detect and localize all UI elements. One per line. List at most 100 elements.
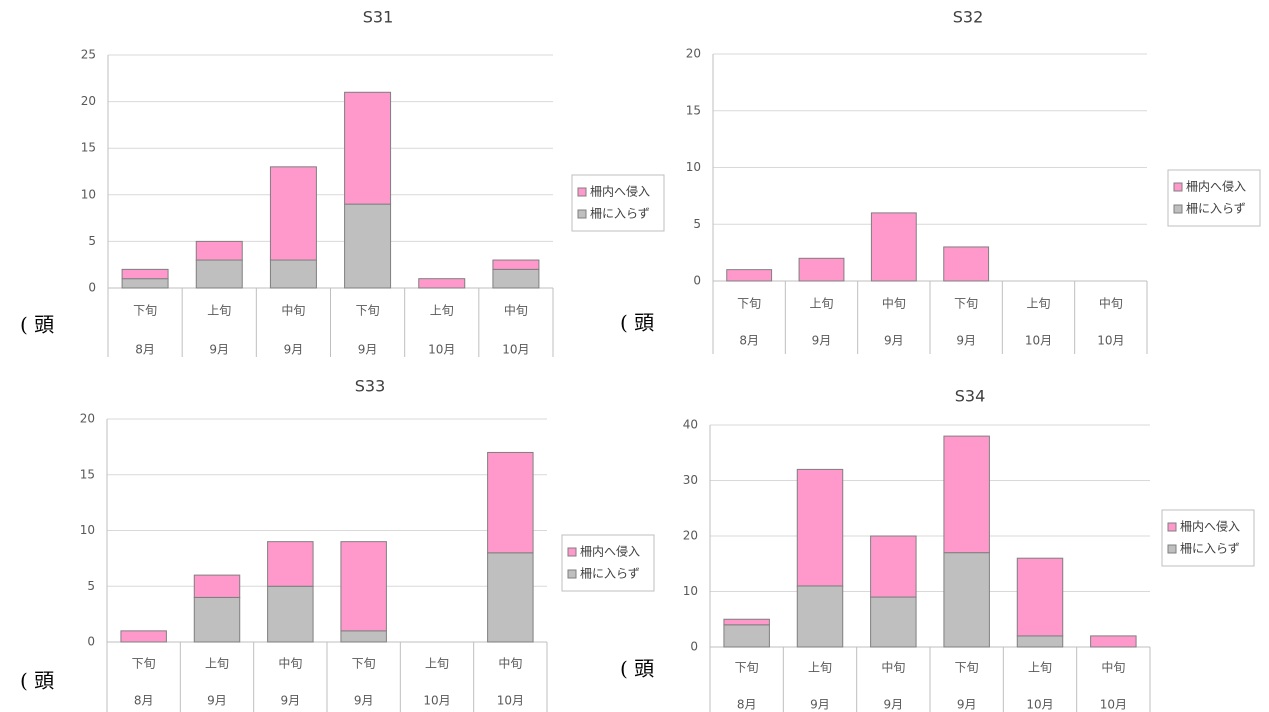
x-group-label: 8月 — [739, 334, 759, 348]
x-tick-label: 下旬 — [954, 297, 978, 311]
x-group-label: 8月 — [135, 343, 155, 357]
y-tick-label: 20 — [81, 94, 96, 108]
bar — [344, 203, 392, 289]
bar — [723, 624, 770, 648]
bar — [796, 585, 844, 648]
bar — [121, 278, 169, 289]
bar — [796, 468, 844, 587]
bar — [487, 451, 534, 554]
x-group-label: 9月 — [358, 343, 378, 357]
x-group-label: 8月 — [134, 694, 154, 708]
x-tick-label: 下旬 — [737, 297, 761, 311]
legend-label: 柵に入らず — [1180, 542, 1240, 556]
x-tick-label: 上旬 — [207, 304, 231, 318]
bar — [344, 91, 392, 205]
bar — [487, 552, 534, 643]
x-group-label: 10月 — [502, 343, 529, 357]
y-tick-label: 20 — [80, 412, 95, 426]
legend-swatch — [1173, 182, 1183, 192]
legend-swatch — [1167, 522, 1177, 532]
bar — [492, 268, 540, 289]
bar — [269, 259, 317, 289]
x-group-label: 9月 — [281, 694, 301, 708]
chart-title: S34 — [955, 387, 986, 406]
x-tick-label: 中旬 — [881, 660, 905, 675]
y-tick-label: 0 — [88, 281, 96, 295]
x-tick-label: 下旬 — [356, 304, 380, 318]
bar — [943, 552, 990, 648]
bar — [193, 574, 241, 598]
bar — [943, 435, 990, 554]
x-tick-label: 上旬 — [1026, 297, 1050, 311]
x-tick-label: 中旬 — [882, 296, 906, 311]
bar — [1090, 635, 1137, 648]
bar — [870, 596, 917, 648]
y-tick-label: 0 — [87, 635, 95, 649]
x-tick-label: 下旬 — [133, 304, 157, 318]
bar — [269, 166, 317, 261]
x-tick-label: 上旬 — [430, 304, 454, 318]
y-tick-label: 40 — [683, 418, 698, 432]
x-group-label: 9月 — [284, 343, 304, 357]
bar — [195, 259, 243, 289]
y-axis-label: ( 頭 — [20, 313, 54, 337]
bar — [723, 618, 770, 626]
bar — [1016, 635, 1064, 648]
bar — [340, 541, 387, 632]
x-tick-label: 上旬 — [808, 661, 832, 675]
y-axis-label: ( 頭 — [620, 311, 654, 335]
bar — [870, 212, 917, 282]
bar — [1016, 557, 1064, 637]
legend-swatch — [567, 569, 577, 579]
y-axis-label: ( 頭 — [20, 669, 54, 693]
bar — [340, 630, 387, 643]
y-tick-label: 5 — [88, 234, 96, 248]
y-tick-label: 0 — [693, 274, 701, 288]
legend-swatch — [577, 187, 587, 197]
y-tick-label: 5 — [693, 217, 701, 231]
bar — [798, 257, 845, 282]
bar — [726, 269, 773, 282]
legend-label: 柵に入らず — [590, 207, 650, 221]
x-group-label: 9月 — [812, 334, 832, 348]
x-group-label: 9月 — [209, 343, 229, 357]
x-group-label: 10月 — [423, 694, 450, 708]
x-group-label: 10月 — [497, 694, 524, 708]
bar — [870, 535, 917, 598]
x-tick-label: 中旬 — [498, 656, 522, 671]
x-group-label: 10月 — [1025, 334, 1052, 348]
legend-box — [571, 174, 665, 232]
y-tick-label: 20 — [686, 47, 701, 61]
y-tick-label: 15 — [80, 467, 95, 481]
chart-title: S33 — [355, 377, 386, 396]
bar — [193, 596, 241, 643]
x-group-label: 9月 — [207, 694, 227, 708]
legend-label: 柵内へ侵入 — [590, 184, 650, 199]
x-group-label: 9月 — [810, 698, 830, 712]
x-group-label: 9月 — [884, 334, 904, 348]
bar — [418, 278, 466, 289]
x-group-label: 10月 — [428, 343, 455, 357]
chart-title: S32 — [953, 8, 984, 27]
x-group-label: 10月 — [1100, 698, 1127, 712]
y-tick-label: 0 — [690, 640, 698, 654]
x-group-label: 10月 — [1097, 334, 1124, 348]
legend-label: 柵内へ侵入 — [1186, 179, 1246, 194]
x-tick-label: 上旬 — [425, 657, 449, 671]
bar — [121, 268, 169, 280]
y-tick-label: 30 — [683, 473, 698, 487]
x-tick-label: 中旬 — [504, 303, 528, 318]
x-tick-label: 中旬 — [281, 303, 305, 318]
x-tick-label: 下旬 — [955, 661, 979, 675]
y-axis-label: ( 頭 — [620, 657, 654, 681]
x-tick-label: 下旬 — [132, 657, 156, 671]
y-tick-label: 10 — [81, 187, 96, 201]
legend-label: 柵内へ侵入 — [1180, 519, 1240, 534]
y-tick-label: 15 — [686, 103, 701, 117]
x-tick-label: 下旬 — [352, 657, 376, 671]
legend-box — [1161, 509, 1255, 567]
x-group-label: 9月 — [884, 698, 904, 712]
bar — [195, 240, 243, 261]
x-group-label: 9月 — [957, 698, 977, 712]
